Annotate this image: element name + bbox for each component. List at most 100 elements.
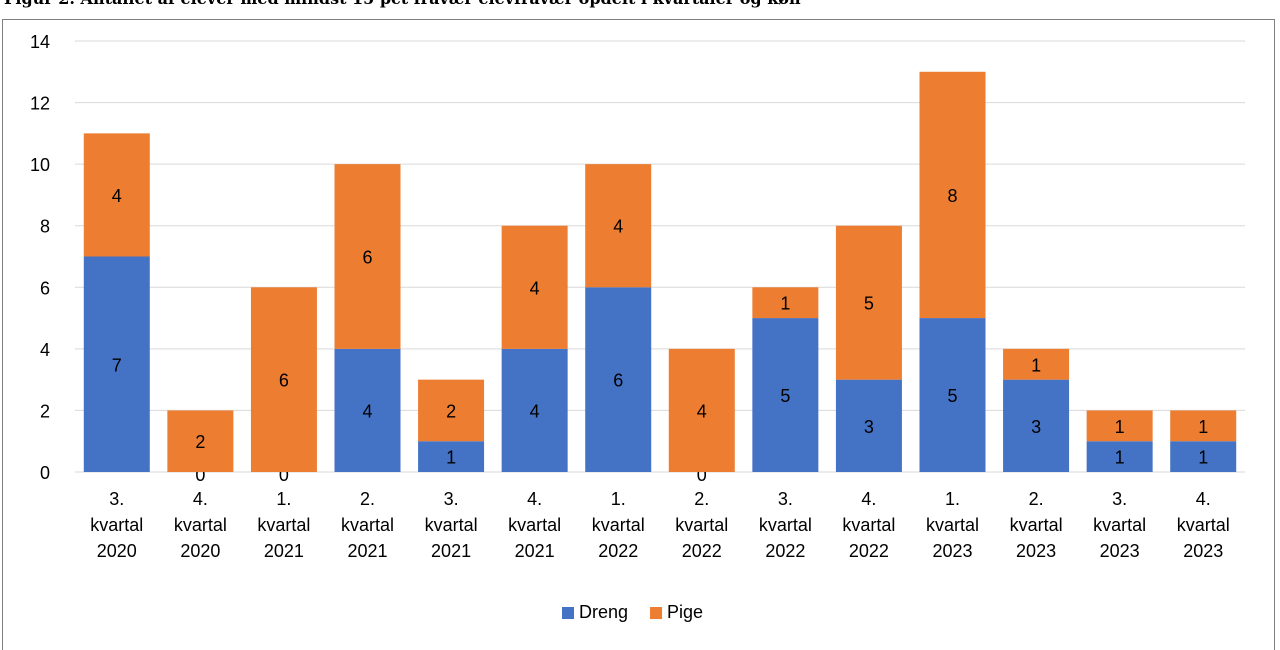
x-tick-label: 2021 (264, 541, 304, 561)
x-tick-label: 4. (527, 489, 542, 509)
y-tick-label: 12 (30, 94, 50, 114)
x-tick-label: kvartal (759, 515, 812, 535)
data-label-pige: 4 (697, 401, 707, 421)
bar-dreng (1003, 379, 1070, 472)
y-tick-label: 0 (40, 463, 50, 483)
x-tick-label: kvartal (257, 515, 310, 535)
bar-pige (418, 379, 485, 442)
x-tick-label: 2023 (1183, 541, 1223, 561)
x-tick-label: 2022 (765, 541, 805, 561)
x-tick-label: kvartal (1010, 515, 1063, 535)
bar-pige (585, 164, 652, 288)
x-tick-label: kvartal (341, 515, 394, 535)
x-tick-label: 1. (611, 489, 626, 509)
x-tick-label: 2022 (682, 541, 722, 561)
bar-dreng (1086, 441, 1153, 472)
x-tick-label: kvartal (425, 515, 478, 535)
x-tick-label: kvartal (842, 515, 895, 535)
data-label-dreng: 4 (362, 401, 372, 421)
data-label-pige: 1 (780, 294, 790, 314)
x-tick-label: kvartal (1093, 515, 1146, 535)
bar-pige (167, 410, 234, 472)
data-label-pige: 5 (864, 294, 874, 314)
bar-pige (1170, 410, 1237, 442)
data-label-dreng: 4 (530, 401, 540, 421)
x-tick-label: 2020 (180, 541, 220, 561)
bar-pige (835, 225, 902, 380)
x-tick-label: 2023 (932, 541, 972, 561)
x-tick-label: kvartal (90, 515, 143, 535)
x-tick-label: 4. (193, 489, 208, 509)
x-tick-label: 3. (1112, 489, 1127, 509)
bar-pige (668, 348, 735, 472)
data-label-dreng: 3 (864, 417, 874, 437)
data-label-dreng: 7 (112, 355, 122, 375)
x-tick-label: 4. (1196, 489, 1211, 509)
bar-dreng (752, 318, 819, 472)
bar-pige (919, 71, 986, 319)
y-tick-label: 14 (30, 32, 50, 52)
bar-dreng (585, 287, 652, 472)
figure-title: Figur 2. Antallet af elever med mindst 1… (4, 0, 801, 8)
bar-pige (83, 133, 150, 257)
data-label-dreng: 5 (947, 386, 957, 406)
data-label-pige: 4 (613, 217, 623, 237)
x-tick-label: 2. (694, 489, 709, 509)
x-tick-label: 2021 (515, 541, 555, 561)
x-tick-label: 2020 (97, 541, 137, 561)
bar-dreng (418, 441, 485, 472)
bar-pige (501, 225, 568, 349)
legend-label-dreng: Dreng (579, 602, 628, 622)
x-tick-label: 3. (109, 489, 124, 509)
data-label-pige: 8 (947, 186, 957, 206)
data-label-dreng: 5 (780, 386, 790, 406)
x-tick-label: 2022 (849, 541, 889, 561)
x-tick-label: 3. (778, 489, 793, 509)
legend-label-pige: Pige (667, 602, 703, 622)
data-label-pige: 4 (530, 278, 540, 298)
x-tick-label: 1. (945, 489, 960, 509)
bar-pige (250, 287, 317, 472)
data-label-pige: 6 (362, 248, 372, 268)
y-tick-label: 4 (40, 340, 50, 360)
x-tick-label: kvartal (174, 515, 227, 535)
x-tick-label: 2021 (347, 541, 387, 561)
bar-dreng (919, 318, 986, 472)
x-tick-label: 2022 (598, 541, 638, 561)
y-tick-label: 6 (40, 278, 50, 298)
bar-pige (1003, 348, 1070, 380)
data-label-dreng: 1 (1198, 448, 1208, 468)
x-tick-label: 4. (861, 489, 876, 509)
y-tick-label: 8 (40, 217, 50, 237)
legend-swatch-pige (650, 607, 663, 619)
data-label-dreng: 1 (1115, 448, 1125, 468)
x-tick-label: 2021 (431, 541, 471, 561)
bar-dreng (334, 348, 401, 472)
data-label-pige: 1 (1031, 355, 1041, 375)
data-label-pige: 1 (1198, 417, 1208, 437)
chart-frame (2, 19, 1275, 650)
data-label-pige: 4 (112, 186, 122, 206)
x-tick-label: 2023 (1016, 541, 1056, 561)
data-label-dreng: 3 (1031, 417, 1041, 437)
bar-dreng (501, 348, 568, 472)
x-tick-label: 3. (444, 489, 459, 509)
x-tick-label: kvartal (926, 515, 979, 535)
y-tick-label: 2 (40, 401, 50, 421)
data-label-dreng: 0 (195, 465, 205, 485)
x-tick-label: 2. (360, 489, 375, 509)
data-label-dreng: 0 (697, 465, 707, 485)
bar-dreng (1170, 441, 1237, 472)
bar-pige (752, 287, 819, 319)
bar-pige (334, 164, 401, 349)
data-label-pige: 2 (195, 432, 205, 452)
x-tick-label: kvartal (508, 515, 561, 535)
bar-dreng (835, 379, 902, 472)
legend-swatch-dreng (562, 607, 574, 619)
data-label-pige: 6 (279, 371, 289, 391)
x-tick-label: kvartal (592, 515, 645, 535)
data-label-dreng: 1 (446, 448, 456, 468)
bar-pige (1086, 410, 1153, 442)
